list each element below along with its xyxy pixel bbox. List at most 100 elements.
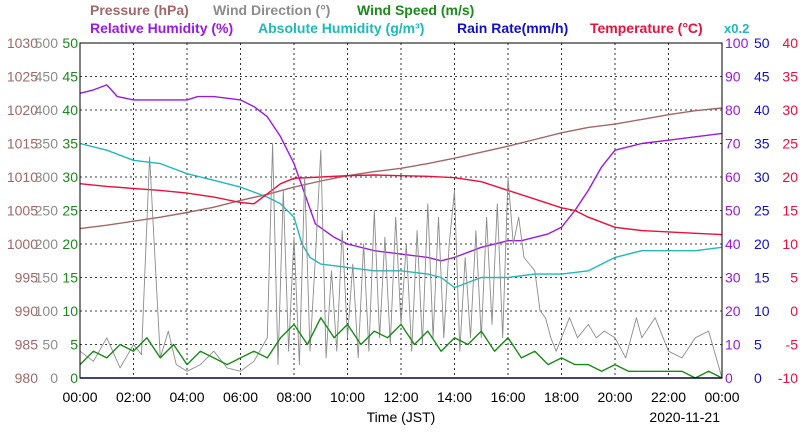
- y-tick-label-wind-direction: 100: [35, 303, 59, 319]
- y-tick-label-wind-direction: 200: [35, 236, 59, 252]
- y-tick-label-relative-humidity: 40: [725, 236, 741, 252]
- chart-legend: Pressure (hPa) Wind Direction (°) Wind S…: [90, 2, 749, 36]
- y-tick-label-wind-speed: 35: [62, 136, 78, 152]
- y-tick-label-wind-speed: 15: [62, 270, 78, 286]
- y-tick-label-pressure: 1005: [7, 203, 38, 219]
- y-tick-label-pressure: 985: [15, 337, 39, 353]
- series-absolute-humidity-g-m: [79, 142, 723, 289]
- y-tick-label-rain-rate: 10: [754, 303, 770, 319]
- y-tick-label-relative-humidity: 70: [725, 136, 741, 152]
- y-tick-label-relative-humidity: 90: [725, 69, 741, 85]
- y-tick-label-temperature: 40: [782, 35, 798, 51]
- legend-relative-humidity: Relative Humidity (%): [90, 20, 233, 36]
- y-tick-label-wind-direction: 250: [35, 203, 59, 219]
- x-tick-label: 02:00: [116, 389, 151, 405]
- y-tick-label-temperature: 0: [790, 303, 798, 319]
- legend-wind-direction: Wind Direction (°): [213, 2, 330, 18]
- y-tick-label-relative-humidity: 30: [725, 270, 741, 286]
- y-tick-label-rain-rate: 0: [754, 370, 762, 386]
- x-tick-label: 00:00: [704, 389, 739, 405]
- y-tick-label-wind-direction: 150: [35, 270, 59, 286]
- y-tick-label-pressure: 1015: [7, 136, 38, 152]
- y-tick-label-temperature: 25: [782, 136, 798, 152]
- y-tick-label-temperature: 15: [782, 203, 798, 219]
- y-tick-label-wind-speed: 45: [62, 69, 78, 85]
- y-tick-label-relative-humidity: 80: [725, 102, 741, 118]
- chart-series: [79, 84, 723, 379]
- series-wind-speed-m-s: [79, 317, 723, 379]
- series-wind-direction: [79, 143, 723, 379]
- y-tick-label-relative-humidity: 100: [725, 35, 749, 51]
- legend-absolute-humidity: Absolute Humidity (g/m³): [258, 20, 424, 36]
- y-tick-label-wind-speed: 40: [62, 102, 78, 118]
- y-tick-label-rain-rate: 30: [754, 169, 770, 185]
- y-tick-label-wind-direction: 50: [42, 337, 58, 353]
- y-tick-label-pressure: 1030: [7, 35, 38, 51]
- chart-axes: 00:00 02:00 04:00 06:00 08:00 10:00 12:00 14:00…: [7, 35, 798, 405]
- x-tick-label: 22:00: [651, 389, 686, 405]
- y-tick-label-wind-speed: 5: [70, 337, 78, 353]
- x-tick-label: 16:00: [490, 389, 525, 405]
- x-tick-label: 14:00: [437, 389, 472, 405]
- y-tick-label-pressure: 1025: [7, 69, 38, 85]
- y-tick-label-rain-rate: 40: [754, 102, 770, 118]
- y-tick-label-wind-speed: 30: [62, 169, 78, 185]
- y-tick-label-rain-rate: 50: [754, 35, 770, 51]
- x-tick-label: 08:00: [276, 389, 311, 405]
- legend-temperature: Temperature (°C): [590, 20, 703, 36]
- y-tick-label-pressure: 1020: [7, 102, 38, 118]
- legend-wind-speed: Wind Speed (m/s): [357, 2, 474, 18]
- legend-pressure: Pressure (hPa): [90, 2, 189, 18]
- y-tick-label-pressure: 980: [15, 370, 39, 386]
- y-tick-label-temperature: -5: [786, 337, 799, 353]
- series-temperature-c: [79, 174, 723, 236]
- x-tick-label: 10:00: [330, 389, 365, 405]
- plot-frame: [79, 42, 723, 379]
- y-tick-label-wind-direction: 350: [35, 136, 59, 152]
- y-tick-label-wind-speed: 25: [62, 203, 78, 219]
- y-tick-label-rain-rate: 20: [754, 236, 770, 252]
- legend-rain-rate: Rain Rate(mm/h): [457, 20, 568, 36]
- y-tick-label-relative-humidity: 10: [725, 337, 741, 353]
- chart-date: 2020-11-21: [649, 409, 720, 425]
- y-tick-label-rain-rate: 5: [754, 337, 762, 353]
- y-tick-label-relative-humidity: 50: [725, 203, 741, 219]
- series-relative-humidity: [79, 84, 723, 262]
- x-tick-label: 12:00: [383, 389, 418, 405]
- y-tick-label-temperature: 10: [782, 236, 798, 252]
- rain-rate-multiplier: x0.2: [724, 21, 749, 36]
- series-pressure-hpa: [79, 107, 723, 230]
- y-tick-label-wind-speed: 0: [70, 370, 78, 386]
- y-tick-label-wind-direction: 500: [35, 35, 59, 51]
- y-tick-label-relative-humidity: 60: [725, 169, 741, 185]
- y-tick-label-pressure: 990: [15, 303, 39, 319]
- y-tick-label-relative-humidity: 20: [725, 303, 741, 319]
- y-tick-label-pressure: 995: [15, 270, 39, 286]
- y-tick-label-wind-direction: 450: [35, 69, 59, 85]
- y-tick-label-temperature: -10: [778, 370, 798, 386]
- y-tick-label-temperature: 30: [782, 102, 798, 118]
- x-tick-label: 00:00: [62, 389, 97, 405]
- x-tick-label: 04:00: [169, 389, 204, 405]
- y-tick-label-rain-rate: 25: [754, 203, 770, 219]
- x-tick-label: 18:00: [544, 389, 579, 405]
- y-tick-label-pressure: 1010: [7, 169, 38, 185]
- y-tick-label-wind-speed: 20: [62, 236, 78, 252]
- y-tick-label-temperature: 20: [782, 169, 798, 185]
- y-tick-label-pressure: 1000: [7, 236, 38, 252]
- y-tick-label-rain-rate: 35: [754, 136, 770, 152]
- y-tick-label-rain-rate: 45: [754, 69, 770, 85]
- y-tick-label-wind-direction: 400: [35, 102, 59, 118]
- y-tick-label-relative-humidity: 0: [725, 370, 733, 386]
- y-tick-label-wind-speed: 10: [62, 303, 78, 319]
- y-tick-label-temperature: 35: [782, 69, 798, 85]
- y-tick-label-temperature: 5: [790, 270, 798, 286]
- x-axis-label: Time (JST): [367, 409, 436, 425]
- x-tick-label: 06:00: [223, 389, 258, 405]
- x-tick-label: 20:00: [597, 389, 632, 405]
- y-tick-label-wind-direction: 300: [35, 169, 59, 185]
- chart-grid: [80, 43, 722, 378]
- y-tick-label-wind-speed: 50: [62, 35, 78, 51]
- y-tick-label-rain-rate: 15: [754, 270, 770, 286]
